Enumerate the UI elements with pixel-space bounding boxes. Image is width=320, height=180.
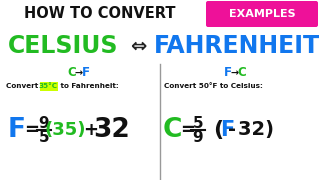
Text: 9: 9 [39, 116, 49, 130]
Text: - 32): - 32) [228, 120, 274, 140]
Text: F: F [82, 66, 90, 80]
FancyBboxPatch shape [39, 82, 58, 91]
Text: 9: 9 [193, 130, 203, 145]
Text: F: F [224, 66, 232, 80]
Text: =: = [24, 121, 39, 139]
Text: +: + [83, 121, 98, 139]
Text: 35°C: 35°C [39, 83, 58, 89]
Text: CELSIUS: CELSIUS [8, 34, 118, 58]
Text: Convert 50°F to Celsius:: Convert 50°F to Celsius: [164, 83, 263, 89]
Text: FAHRENHEIT: FAHRENHEIT [154, 34, 320, 58]
Text: 5: 5 [193, 116, 203, 130]
FancyBboxPatch shape [206, 1, 318, 27]
Text: HOW TO CONVERT: HOW TO CONVERT [24, 6, 176, 21]
Text: C: C [163, 117, 182, 143]
Text: F: F [220, 120, 234, 140]
Text: F: F [8, 117, 26, 143]
Text: EXAMPLES: EXAMPLES [229, 9, 295, 19]
Text: C: C [68, 66, 76, 80]
Text: 32: 32 [93, 117, 130, 143]
Text: ⇔: ⇔ [130, 37, 146, 55]
Text: 5: 5 [39, 130, 49, 145]
Text: (35): (35) [44, 121, 86, 139]
Text: →: → [75, 68, 83, 78]
Text: to Fahrenheit:: to Fahrenheit: [58, 83, 119, 89]
Text: →: → [231, 68, 239, 78]
Text: =: = [180, 121, 195, 139]
Text: C: C [238, 66, 246, 80]
Text: (: ( [213, 120, 223, 140]
Text: Convert: Convert [6, 83, 41, 89]
